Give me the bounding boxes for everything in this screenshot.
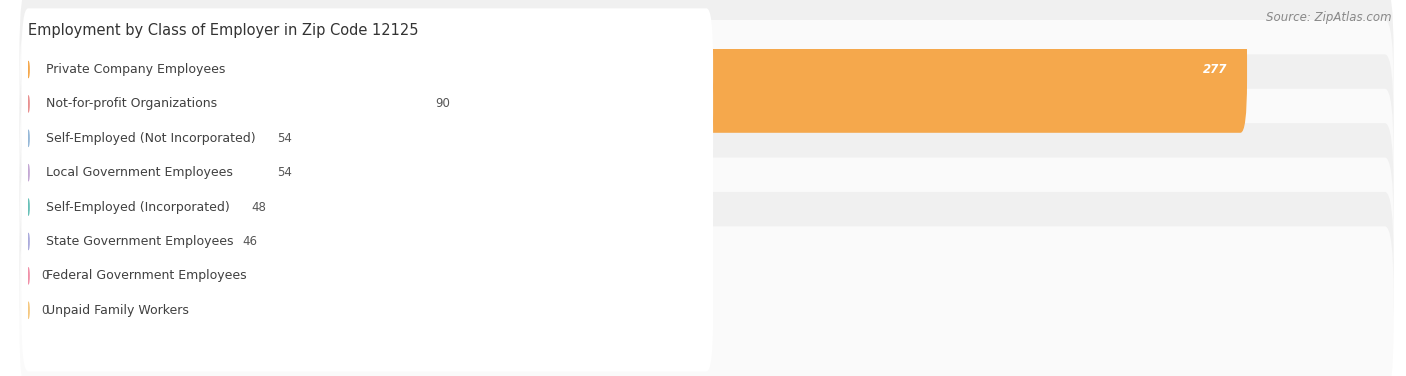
Text: 54: 54 (277, 132, 292, 145)
Circle shape (27, 130, 30, 146)
Text: State Government Employees: State Government Employees (45, 235, 233, 248)
FancyBboxPatch shape (20, 158, 1393, 325)
Text: 46: 46 (243, 235, 257, 248)
FancyBboxPatch shape (21, 8, 713, 131)
Text: Not-for-profit Organizations: Not-for-profit Organizations (45, 97, 217, 111)
Text: Source: ZipAtlas.com: Source: ZipAtlas.com (1267, 11, 1392, 24)
Text: Self-Employed (Not Incorporated): Self-Employed (Not Incorporated) (45, 132, 256, 145)
Text: Employment by Class of Employer in Zip Code 12125: Employment by Class of Employer in Zip C… (28, 23, 419, 38)
FancyBboxPatch shape (21, 6, 1247, 133)
FancyBboxPatch shape (21, 249, 713, 371)
Text: Unpaid Family Workers: Unpaid Family Workers (45, 304, 188, 317)
Circle shape (27, 199, 30, 215)
Circle shape (27, 96, 30, 112)
Text: 277: 277 (1204, 63, 1227, 76)
Text: 0: 0 (41, 304, 49, 317)
Text: 0: 0 (41, 269, 49, 282)
Text: 90: 90 (436, 97, 450, 111)
Circle shape (27, 165, 30, 181)
Text: Local Government Employees: Local Government Employees (45, 166, 232, 179)
FancyBboxPatch shape (21, 109, 271, 236)
FancyBboxPatch shape (21, 41, 429, 167)
Circle shape (27, 268, 30, 284)
FancyBboxPatch shape (21, 180, 713, 303)
FancyBboxPatch shape (21, 144, 245, 270)
FancyBboxPatch shape (21, 77, 713, 200)
Text: Federal Government Employees: Federal Government Employees (45, 269, 246, 282)
FancyBboxPatch shape (21, 146, 713, 268)
FancyBboxPatch shape (21, 43, 713, 165)
FancyBboxPatch shape (20, 0, 1393, 153)
Text: Private Company Employees: Private Company Employees (45, 63, 225, 76)
FancyBboxPatch shape (20, 226, 1393, 376)
FancyBboxPatch shape (20, 192, 1393, 360)
FancyBboxPatch shape (21, 112, 713, 234)
FancyBboxPatch shape (21, 215, 713, 337)
Text: 48: 48 (252, 200, 266, 214)
FancyBboxPatch shape (21, 178, 236, 305)
Circle shape (27, 233, 30, 250)
Text: 54: 54 (277, 166, 292, 179)
FancyBboxPatch shape (20, 55, 1393, 222)
FancyBboxPatch shape (21, 75, 271, 202)
FancyBboxPatch shape (20, 20, 1393, 188)
FancyBboxPatch shape (20, 123, 1393, 291)
Circle shape (27, 61, 30, 77)
FancyBboxPatch shape (20, 89, 1393, 256)
Text: Self-Employed (Incorporated): Self-Employed (Incorporated) (45, 200, 229, 214)
Circle shape (27, 302, 30, 318)
